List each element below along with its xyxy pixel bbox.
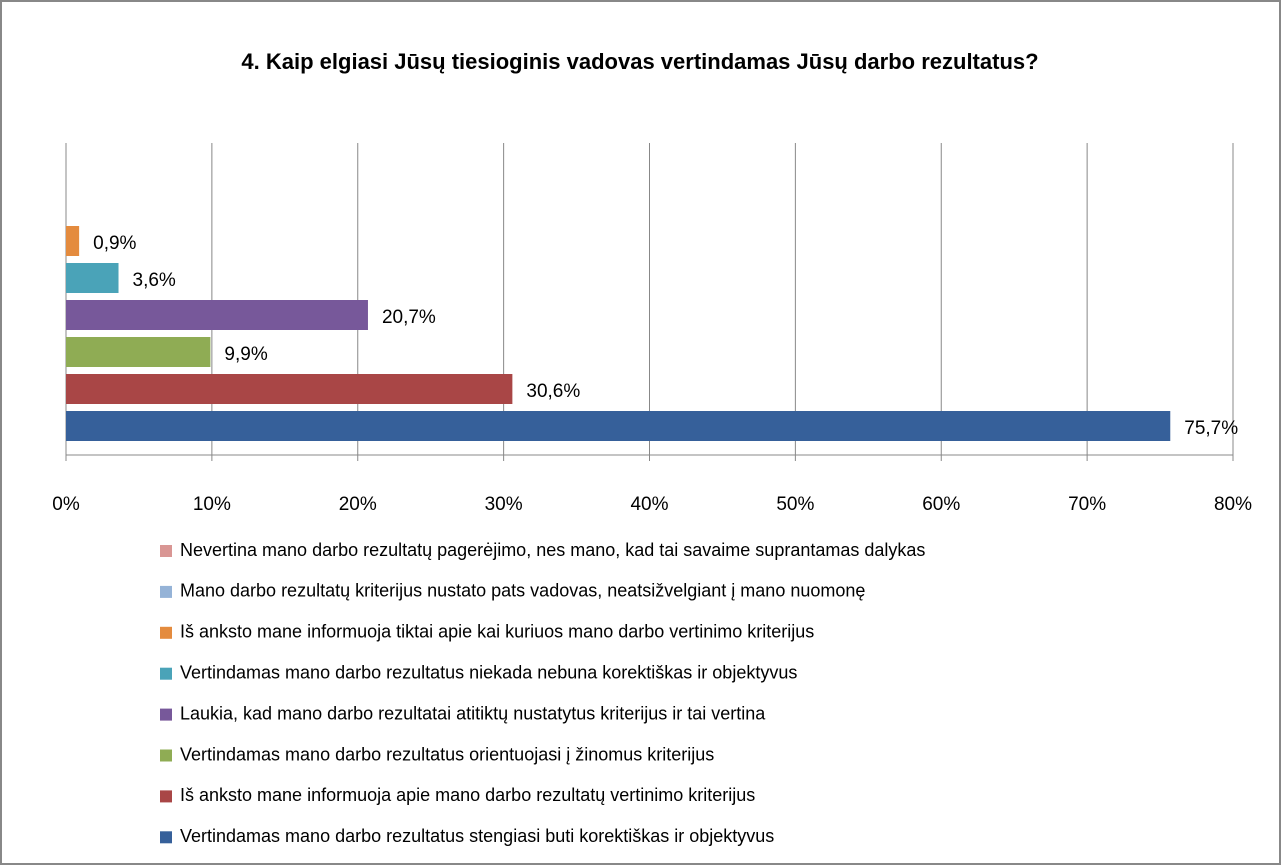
value-label: 9,9% <box>224 344 267 365</box>
legend-swatch <box>160 708 172 721</box>
x-tick-label: 20% <box>339 494 377 515</box>
x-tick-label: 10% <box>193 494 231 515</box>
x-tick-label: 60% <box>922 494 960 515</box>
bar <box>66 300 368 330</box>
value-label: 3,6% <box>133 270 176 291</box>
value-label: 75,7% <box>1184 418 1238 439</box>
chart-title: 4. Kaip elgiasi Jūsų tiesioginis vadovas… <box>241 49 1038 74</box>
legend-label: Mano darbo rezultatų kriterijus nustato … <box>180 581 865 601</box>
bar <box>66 226 80 256</box>
x-tick-label: 80% <box>1214 494 1252 515</box>
legend-swatch <box>160 667 172 680</box>
legend-label: Vertindamas mano darbo rezultatus stengi… <box>180 826 774 846</box>
legend-label: Vertindamas mano darbo rezultatus orient… <box>180 744 714 764</box>
bar <box>66 337 211 367</box>
legend-label: Vertindamas mano darbo rezultatus niekad… <box>180 662 797 682</box>
legend-swatch <box>160 790 172 803</box>
legend-label: Nevertina mano darbo rezultatų pagerėjim… <box>180 540 925 560</box>
legend-label: Iš anksto mane informuoja tiktai apie ka… <box>180 622 814 642</box>
bar <box>66 411 1171 441</box>
bar <box>66 263 119 293</box>
value-label: 20,7% <box>382 307 436 328</box>
legend-swatch <box>160 626 172 639</box>
value-label: 30,6% <box>526 381 580 402</box>
legend-swatch <box>160 585 172 598</box>
legend-label: Iš anksto mane informuoja apie mano darb… <box>180 785 755 805</box>
value-label: 0,9% <box>93 233 136 254</box>
legend-swatch <box>160 749 172 762</box>
bar <box>66 374 513 404</box>
legend-swatch <box>160 545 172 557</box>
legend-swatch <box>160 831 172 844</box>
x-tick-label: 70% <box>1068 494 1106 515</box>
x-tick-label: 30% <box>485 494 523 515</box>
x-tick-label: 40% <box>630 494 668 515</box>
x-tick-label: 50% <box>776 494 814 515</box>
x-tick-label: 0% <box>52 494 80 515</box>
legend-label: Laukia, kad mano darbo rezultatai atitik… <box>180 703 766 723</box>
